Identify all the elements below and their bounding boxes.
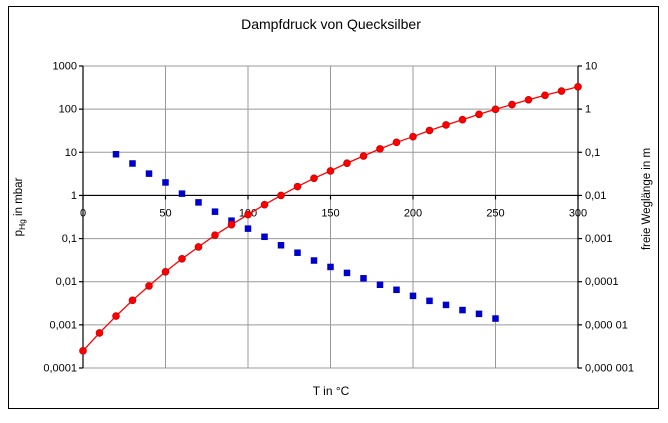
x-axis-tick-label: 250 (486, 207, 504, 219)
free-path-series-marker (442, 301, 450, 309)
x-axis-tick-label: 0 (80, 207, 86, 219)
y-axis-left-tick-label: 100 (59, 104, 77, 116)
y-axis-title-left-subscript: Hg (17, 219, 28, 231)
pressure-series-marker (260, 200, 269, 209)
free-path-series-marker (327, 263, 334, 271)
pressure-series-marker (475, 110, 483, 119)
free-path-series-marker (475, 310, 483, 318)
pressure-series-marker (524, 95, 533, 104)
x-axis-tick-label: 50 (159, 207, 171, 219)
free-path-series-marker (261, 233, 268, 241)
y-axis-title-left: pHg in mbar (13, 178, 27, 237)
free-path-series-marker (360, 275, 367, 282)
y-axis-left-tick-label: 1 (71, 190, 77, 202)
free-path-series-marker (409, 292, 417, 300)
free-path-series-marker (162, 179, 169, 186)
y-axis-right-tick-label: 0,0001 (585, 276, 619, 288)
y-axis-right-tick-label: 0,01 (585, 190, 606, 202)
free-path-series-marker (294, 249, 301, 256)
free-path-series-marker (228, 217, 235, 224)
pressure-series-marker (458, 115, 467, 124)
pressure-series-marker (145, 282, 153, 290)
y-axis-title-left-symbol: p (12, 230, 25, 237)
free-path-series-marker (145, 170, 153, 177)
pressure-series-marker (326, 167, 335, 175)
chart-border-frame (8, 6, 659, 409)
pressure-series-marker (211, 231, 219, 239)
pressure-series-marker (508, 100, 516, 109)
y-axis-right-tick-label: 1 (585, 104, 591, 116)
x-axis-title: T in °C (312, 384, 350, 398)
y-axis-right-tick-label: 10 (585, 61, 597, 73)
free-path-series-marker (492, 315, 499, 322)
pressure-series-marker (310, 174, 318, 183)
pressure-series-marker (178, 254, 186, 263)
pressure-series-marker (79, 347, 87, 355)
y-axis-left-tick-label: 10 (65, 147, 77, 159)
pressure-series-marker (491, 105, 500, 114)
free-path-series-marker (178, 190, 186, 197)
pressure-series-marker (128, 296, 137, 305)
free-path-series-marker (244, 225, 252, 232)
pressure-series-marker (244, 210, 252, 219)
y-axis-right-tick-label: 0,001 (585, 233, 613, 245)
pressure-series-marker (359, 152, 368, 160)
y-axis-right-tick-label: 0,1 (585, 147, 600, 159)
pressure-series-marker (425, 126, 434, 135)
pressure-series-marker (112, 312, 120, 320)
pressure-series-marker (442, 121, 450, 129)
free-path-series-marker (376, 281, 384, 289)
y-axis-left-tick-label: 0,1 (62, 233, 77, 245)
pressure-series-marker (392, 138, 401, 147)
pressure-series-marker (409, 132, 417, 141)
y-axis-left-tick-label: 0,0001 (43, 363, 77, 375)
pressure-series-marker (574, 82, 582, 91)
pressure-series-marker (557, 87, 566, 95)
pressure-series-marker (541, 91, 549, 100)
chart-title: Dampfdruck von Quecksilber (241, 16, 421, 32)
y-axis-left-tick-label: 1000 (53, 61, 77, 73)
y-axis-left-tick-label: 0,001 (49, 319, 77, 331)
free-path-series-marker (343, 269, 351, 277)
free-path-series-marker (459, 306, 466, 314)
x-axis-tick-label: 200 (404, 207, 422, 219)
free-path-series-marker (426, 297, 433, 305)
pressure-series-marker (293, 182, 302, 191)
y-axis-left-tick-label: 0,01 (56, 276, 77, 288)
x-axis-tick-label: 300 (569, 207, 587, 219)
pressure-series-marker (227, 220, 236, 229)
pressure-series-marker (161, 267, 170, 276)
free-path-series-marker (393, 286, 400, 294)
x-axis-tick-label: 150 (321, 207, 339, 219)
y-axis-title-right: freie Weglänge in m (641, 147, 653, 251)
pressure-series-marker (194, 243, 203, 251)
pressure-series-marker (277, 191, 285, 200)
free-path-series-marker (310, 257, 318, 264)
pressure-series-marker (343, 159, 351, 167)
free-path-series-marker (211, 208, 219, 215)
free-path-series-marker (112, 151, 120, 158)
y-axis-title-left-unit: in mbar (12, 177, 25, 220)
pressure-series-marker (95, 329, 104, 337)
free-path-series-marker (195, 199, 202, 206)
free-path-series-marker (129, 160, 136, 167)
y-axis-right-tick-label: 0,000 001 (585, 363, 634, 375)
pressure-series-marker (376, 145, 384, 153)
free-path-series-marker (277, 242, 285, 249)
y-axis-right-tick-label: 0,000 01 (585, 319, 628, 331)
